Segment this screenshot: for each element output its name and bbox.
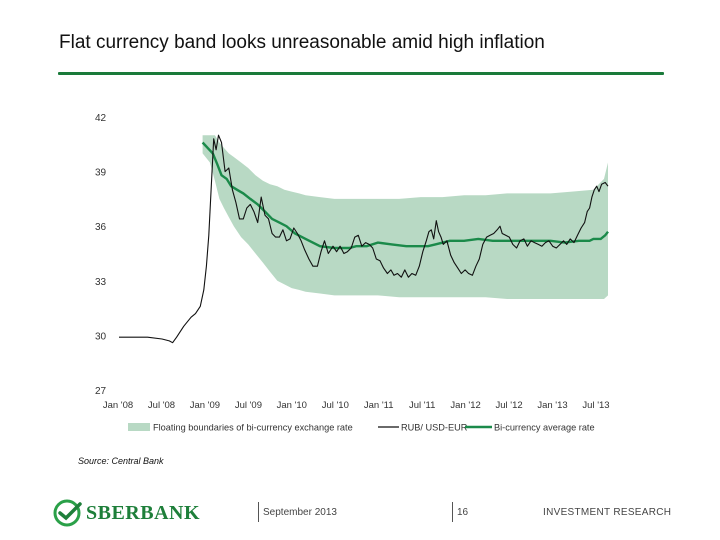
average-rate-line	[201, 141, 609, 250]
floating-band-area	[202, 135, 608, 299]
x-tick-label: Jul '12	[496, 400, 523, 411]
average-line-layer	[201, 141, 609, 250]
sberbank-logo: SBERBANK	[52, 498, 200, 528]
x-tick-label: Jan '08	[103, 400, 133, 411]
x-tick-label: Jul '13	[582, 400, 609, 411]
x-tick-label: Jul '10	[322, 400, 349, 411]
footer-date: September 2013	[263, 507, 337, 518]
x-tick-label: Jan '10	[277, 400, 307, 411]
band-layer	[202, 135, 608, 299]
footer: SBERBANK September 2013 16 INVESTMENT RE…	[0, 496, 720, 536]
y-tick-label: 33	[95, 277, 107, 288]
footer-department: INVESTMENT RESEARCH	[543, 507, 672, 518]
x-tick-label: Jul '09	[235, 400, 262, 411]
x-tick-label: Jan '13	[537, 400, 567, 411]
legend-label-band: Floating boundaries of bi-currency excha…	[153, 423, 353, 433]
legend-label-rate: RUB/ USD-EUR	[401, 423, 468, 433]
logo-wordmark: SBERBANK	[86, 502, 201, 524]
x-tick-label: Jul '08	[148, 400, 175, 411]
source-note: Source: Central Bank	[78, 456, 164, 466]
sberbank-leaf-icon	[53, 499, 82, 527]
axis-layer: 42 39 36 33 30 27 Jan '08 Jul '08 Jan '09 Jul '09…	[95, 113, 610, 411]
y-tick-label: 39	[95, 168, 107, 179]
x-tick-label: Jan '11	[364, 400, 394, 411]
legend: Floating boundaries of bi-currency excha…	[128, 423, 595, 433]
legend-label-average: Bi-currency average rate	[494, 423, 595, 433]
y-tick-label: 30	[95, 331, 107, 342]
exchange-rate-chart: 42 39 36 33 30 27 Jan '08 Jul '08 Jan '09 Jul '09…	[95, 113, 610, 433]
legend-swatch-band	[128, 423, 150, 431]
x-tick-label: Jul '11	[409, 400, 435, 411]
page-number: 16	[457, 507, 469, 518]
y-tick-label: 42	[95, 113, 107, 124]
y-tick-label: 36	[95, 222, 107, 233]
title-rule	[58, 72, 664, 75]
footer-separator	[258, 502, 259, 522]
footer-separator	[452, 502, 453, 522]
x-tick-label: Jan '09	[190, 400, 220, 411]
rub-usd-eur-line	[119, 134, 609, 344]
x-tick-label: Jan '12	[450, 400, 480, 411]
slide-title: Flat currency band looks unreasonable am…	[59, 32, 545, 53]
rate-line-layer	[119, 134, 609, 344]
y-tick-label: 27	[95, 386, 107, 397]
